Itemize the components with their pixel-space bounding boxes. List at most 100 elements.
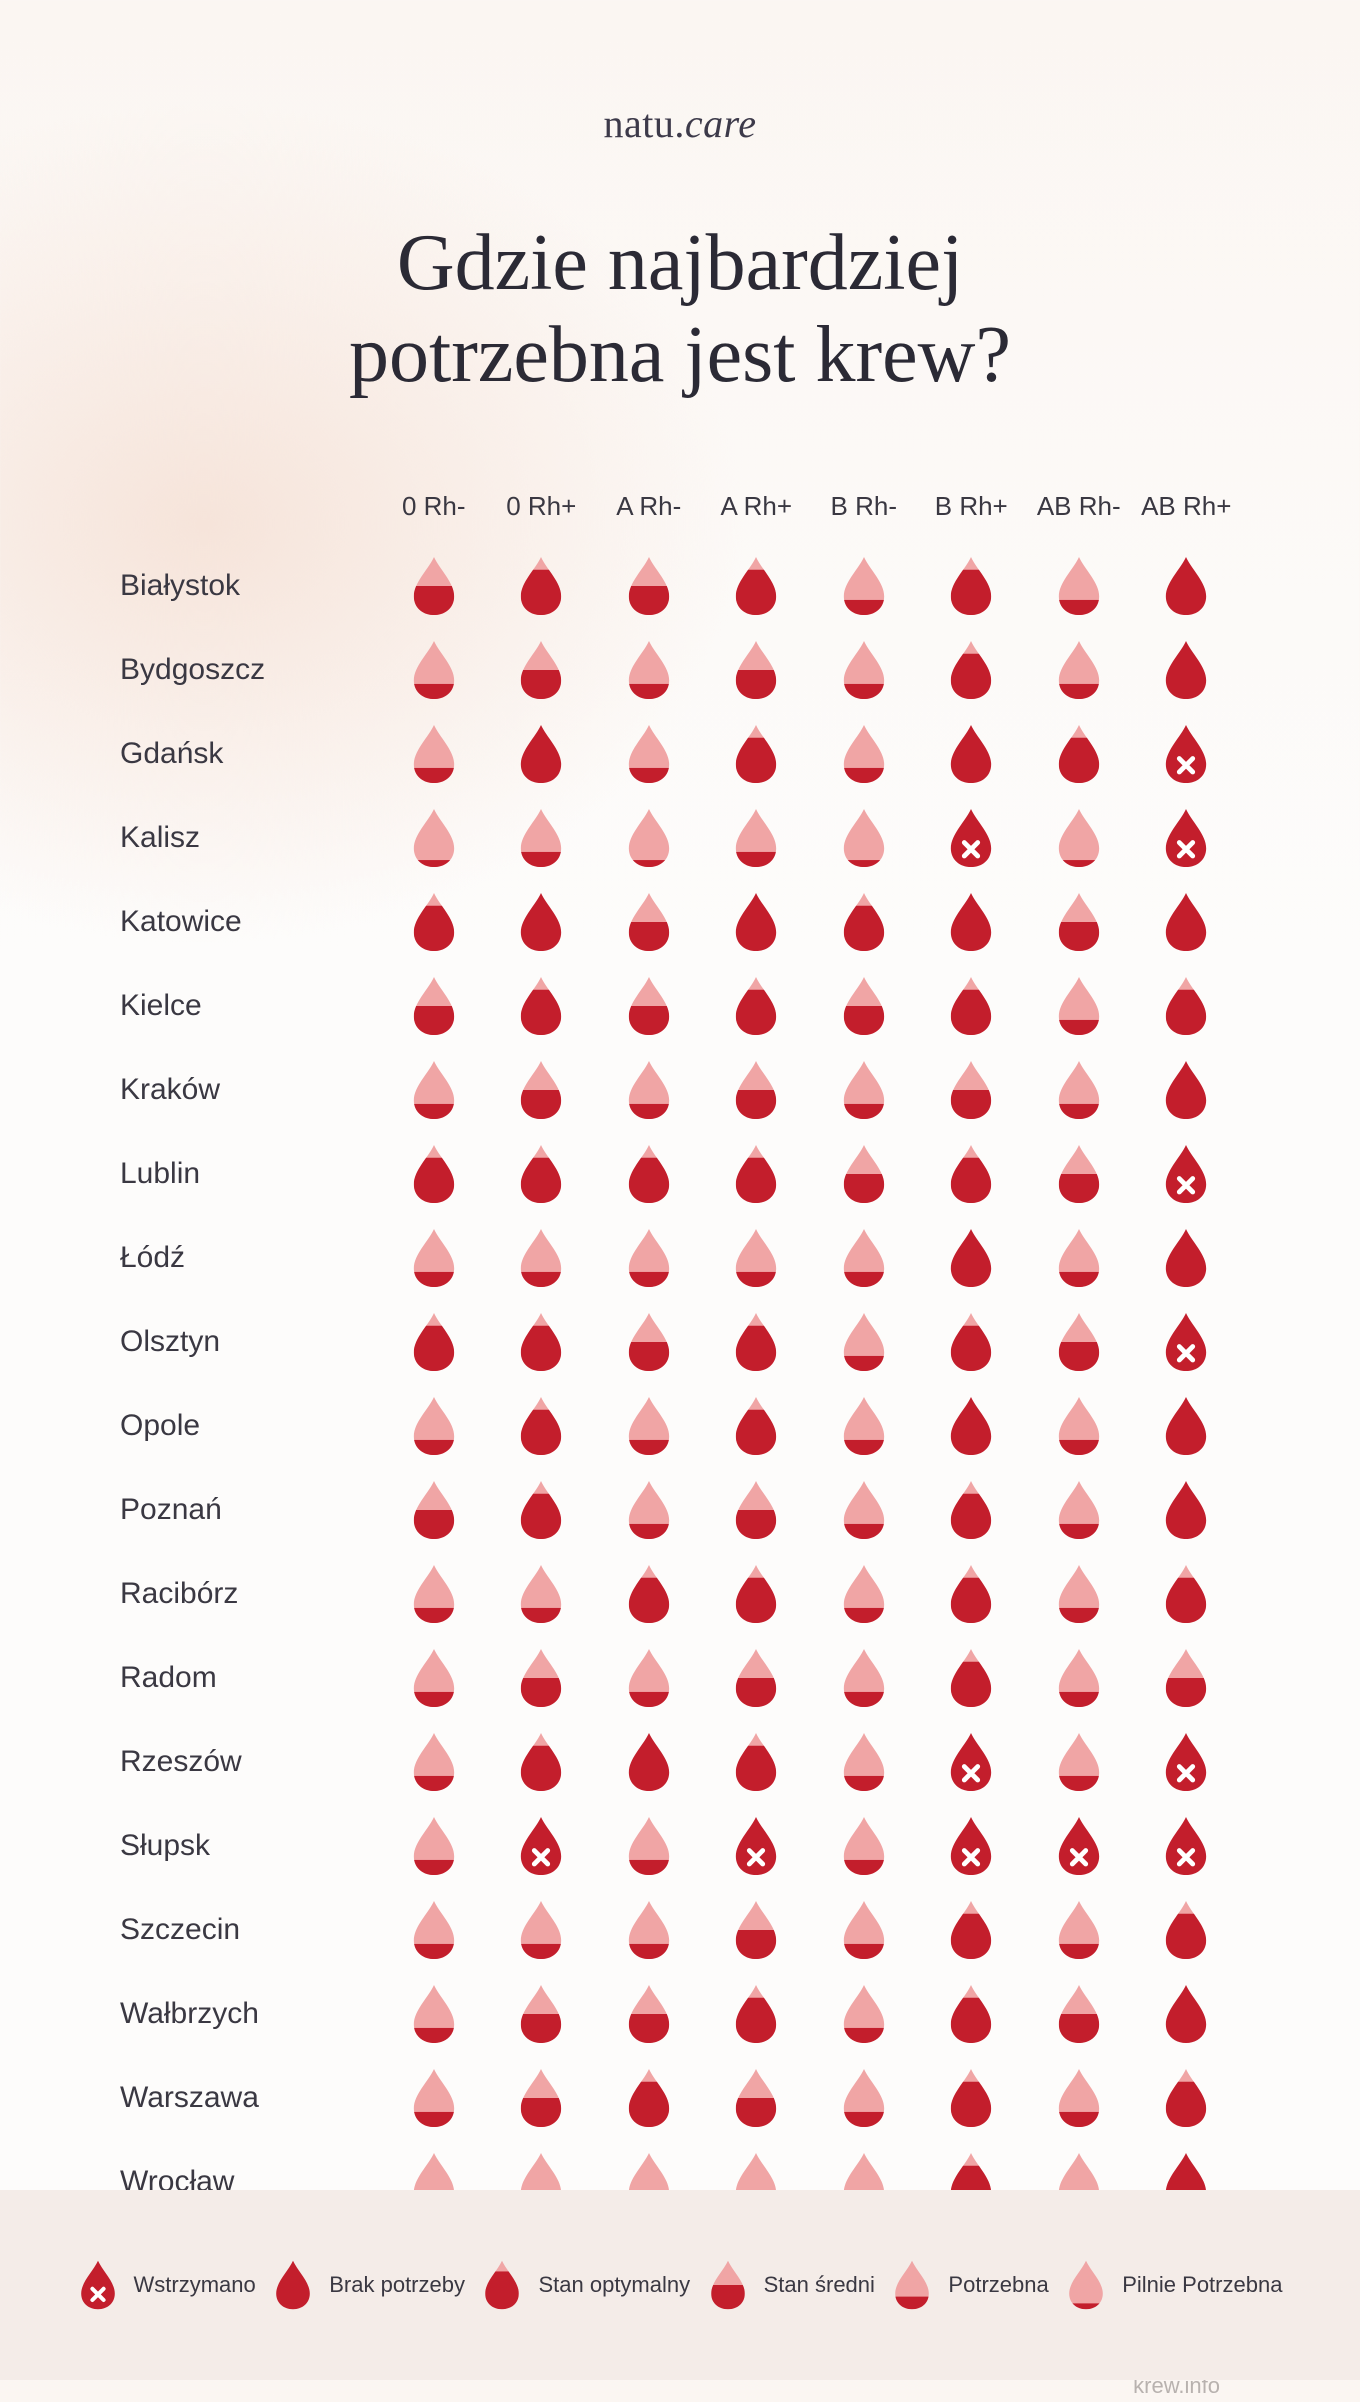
status-cell [703, 1732, 811, 1792]
city-label: Olsztyn [120, 1325, 380, 1359]
city-label: Racibórz [120, 1577, 380, 1611]
status-cell [488, 1060, 596, 1120]
status-cell [488, 1480, 596, 1540]
status-cell [380, 1312, 488, 1372]
status-cell [918, 1228, 1026, 1288]
status-cell [488, 1228, 596, 1288]
status-cell [380, 808, 488, 868]
column-header: 0 Rh+ [488, 491, 596, 532]
infographic-container: natu.care Gdzie najbardziejpotrzebna jes… [0, 0, 1360, 2402]
status-cell [918, 1900, 1026, 1960]
brand-dot: . [674, 101, 685, 146]
status-cell [918, 1648, 1026, 1708]
brand-logo: natu.care [100, 100, 1260, 147]
legend-item: Stan średni [708, 2260, 875, 2310]
legend-item: Wstrzymano [78, 2260, 256, 2310]
status-cell [918, 1396, 1026, 1456]
status-cell [810, 1732, 918, 1792]
legend-item: Stan optymalny [482, 2260, 690, 2310]
status-cell [918, 1984, 1026, 2044]
legend-label: Wstrzymano [134, 2272, 256, 2298]
status-cell [1025, 1144, 1133, 1204]
status-cell [488, 2068, 596, 2128]
column-header: 0 Rh- [380, 491, 488, 532]
status-cell [488, 976, 596, 1036]
status-cell [1025, 1816, 1133, 1876]
status-cell [918, 556, 1026, 616]
status-cell [1133, 1480, 1241, 1540]
status-cell [1025, 1900, 1133, 1960]
status-cell [488, 556, 596, 616]
page-title: Gdzie najbardziejpotrzebna jest krew? [100, 217, 1260, 401]
status-cell [488, 640, 596, 700]
status-cell [1133, 1900, 1241, 1960]
column-header: A Rh- [595, 491, 703, 532]
status-cell [595, 1312, 703, 1372]
status-cell [703, 1900, 811, 1960]
status-cell [918, 1564, 1026, 1624]
status-cell [1025, 808, 1133, 868]
status-cell [1025, 1564, 1133, 1624]
status-cell [703, 976, 811, 1036]
status-cell [918, 976, 1026, 1036]
status-cell [810, 1060, 918, 1120]
status-cell [595, 2068, 703, 2128]
status-cell [1025, 1480, 1133, 1540]
status-cell [703, 808, 811, 868]
status-cell [918, 1312, 1026, 1372]
status-cell [703, 1060, 811, 1120]
status-cell [703, 724, 811, 784]
legend-label: Pilnie Potrzebna [1122, 2272, 1282, 2298]
city-label: Białystok [120, 569, 380, 603]
status-cell [810, 1648, 918, 1708]
status-cell [380, 1984, 488, 2044]
column-header: B Rh- [810, 491, 918, 532]
status-cell [1133, 724, 1241, 784]
status-cell [703, 556, 811, 616]
status-cell [810, 1900, 918, 1960]
status-cell [703, 1396, 811, 1456]
city-label: Kielce [120, 989, 380, 1023]
status-cell [1025, 1984, 1133, 2044]
status-cell [918, 640, 1026, 700]
status-cell [1025, 724, 1133, 784]
status-cell [1025, 1396, 1133, 1456]
status-cell [1133, 1648, 1241, 1708]
status-cell [380, 1900, 488, 1960]
status-cell [810, 1984, 918, 2044]
status-cell [1025, 892, 1133, 952]
status-cell [1025, 556, 1133, 616]
status-cell [918, 1144, 1026, 1204]
status-cell [380, 556, 488, 616]
status-cell [810, 1144, 918, 1204]
status-cell [380, 892, 488, 952]
legend-item: Potrzebna [892, 2260, 1048, 2310]
status-cell [595, 1816, 703, 1876]
city-label: Bydgoszcz [120, 653, 380, 687]
status-cell [703, 1648, 811, 1708]
status-cell [1133, 1396, 1241, 1456]
status-cell [1133, 892, 1241, 952]
status-cell [380, 1060, 488, 1120]
status-cell [1133, 1060, 1241, 1120]
status-cell [810, 1228, 918, 1288]
status-cell [918, 1816, 1026, 1876]
status-cell [488, 1396, 596, 1456]
city-label: Wałbrzych [120, 1997, 380, 2031]
column-header: AB Rh+ [1133, 491, 1241, 532]
blood-status-grid: 0 Rh-0 Rh+A Rh-A Rh+B Rh-B Rh+AB Rh-AB R… [120, 491, 1240, 2296]
column-header: B Rh+ [918, 491, 1026, 532]
status-cell [1025, 2068, 1133, 2128]
status-cell [488, 1732, 596, 1792]
status-cell [1133, 976, 1241, 1036]
status-cell [918, 808, 1026, 868]
city-label: Rzeszów [120, 1745, 380, 1779]
city-label: Łódź [120, 1241, 380, 1275]
status-cell [488, 724, 596, 784]
status-cell [918, 2068, 1026, 2128]
status-cell [1025, 1648, 1133, 1708]
status-cell [595, 556, 703, 616]
column-header: AB Rh- [1025, 491, 1133, 532]
city-label: Szczecin [120, 1913, 380, 1947]
status-cell [380, 976, 488, 1036]
